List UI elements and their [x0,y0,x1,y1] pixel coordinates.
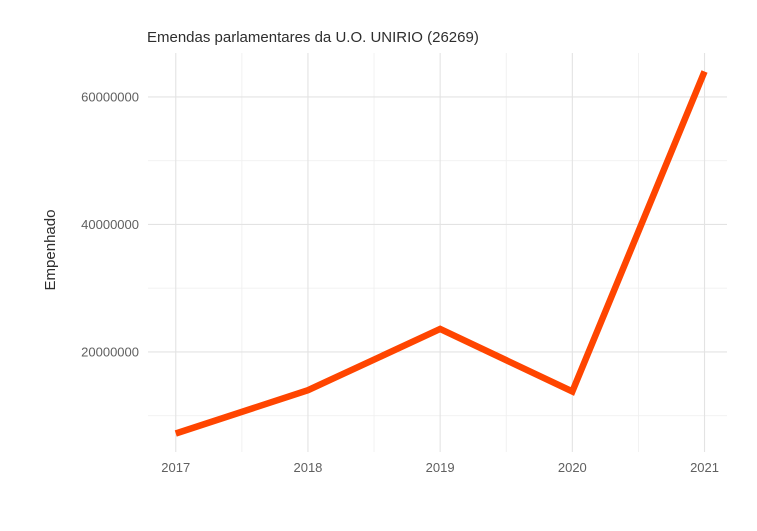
y-tick-label: 60000000 [81,89,139,104]
x-tick-label: 2021 [690,460,719,475]
x-tick-label: 2020 [558,460,587,475]
major-gridlines [148,53,727,452]
x-tick-label: 2018 [293,460,322,475]
data-series [174,70,708,437]
x-tick-label: 2019 [426,460,455,475]
series-line [174,70,708,437]
axis-tick-labels: 2017 2018 2019 2020 2021 20000000 40000000 6000… [81,89,719,475]
chart-title: Emendas parlamentares da U.O. UNIRIO (26… [147,29,479,46]
minor-gridlines [148,53,727,452]
y-tick-label: 20000000 [81,344,139,359]
x-tick-label: 2017 [161,460,190,475]
y-tick-label: 40000000 [81,217,139,232]
y-axis-title: Empenhado [42,210,59,291]
